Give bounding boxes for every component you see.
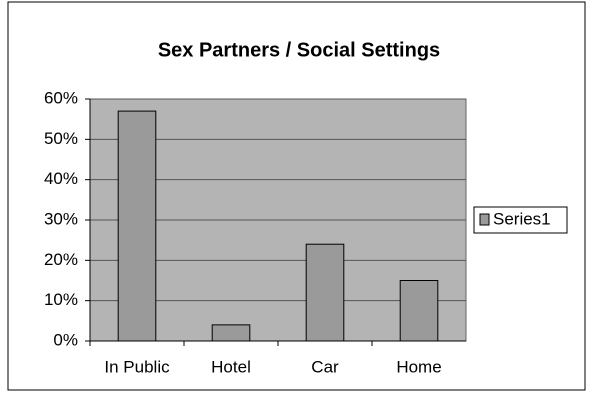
x-tick-label: In Public (104, 357, 170, 376)
y-tick-label: 40% (44, 169, 78, 188)
chart-title: Sex Partners / Social Settings (158, 39, 440, 61)
bar (211, 324, 251, 342)
y-tick-label: 0% (53, 330, 78, 349)
y-tick-label: 30% (44, 209, 78, 228)
legend-swatch (479, 213, 490, 226)
y-tick-label: 50% (44, 129, 78, 148)
y-tick-label: 20% (44, 250, 78, 269)
x-tick-label: Hotel (211, 357, 251, 376)
bar (399, 280, 439, 342)
x-tick-label: Home (396, 357, 441, 376)
y-tick-label: 60% (44, 88, 78, 107)
x-tick-label: Car (311, 357, 339, 376)
legend-label: Series1 (493, 209, 551, 228)
bar (305, 243, 345, 342)
bar (117, 110, 157, 342)
y-tick-label: 10% (44, 290, 78, 309)
